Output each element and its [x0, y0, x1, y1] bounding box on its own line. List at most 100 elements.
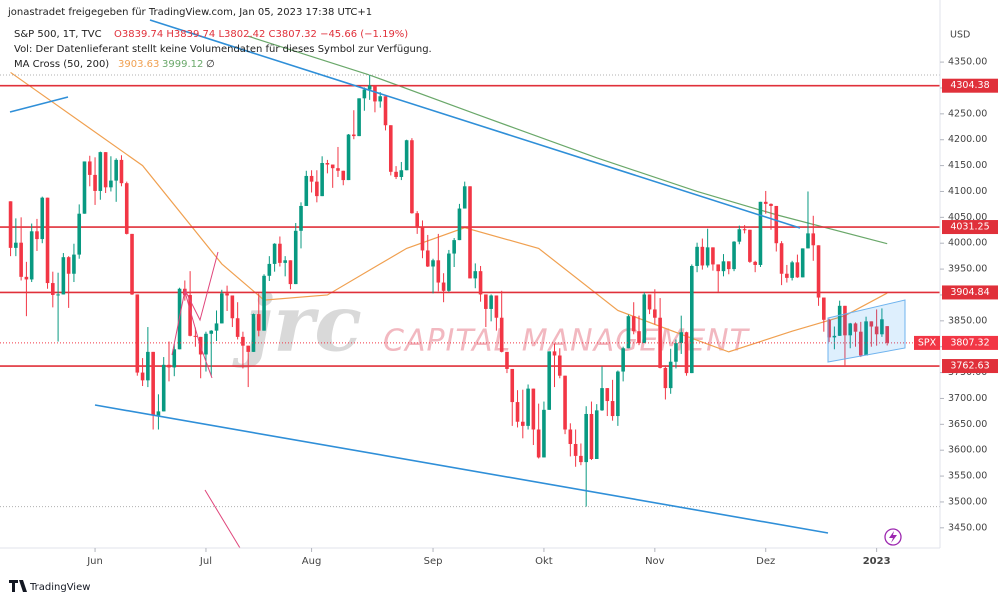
candle-body [230, 295, 235, 319]
candle-body [800, 248, 805, 278]
candle-body [219, 293, 224, 324]
candle-body [774, 205, 779, 244]
trend-line [9, 96, 69, 113]
candle-body [515, 402, 520, 422]
candle-body [668, 361, 673, 389]
candle-body [45, 197, 50, 284]
last-price: 3807.32 [950, 337, 989, 348]
candle-body [594, 410, 599, 459]
candle-body [605, 388, 610, 402]
x-tick-label: Sep [424, 556, 443, 567]
candle-body [737, 229, 742, 242]
candle-body [684, 332, 689, 374]
channel [827, 299, 906, 363]
candle-body [103, 152, 108, 188]
candle-body [447, 253, 451, 291]
candle-body [473, 271, 478, 279]
y-tick-label: 3650.00 [948, 419, 987, 430]
candle-body [72, 254, 76, 274]
x-tick-label: Dez [756, 556, 775, 567]
candle-body [452, 240, 456, 254]
candle-body [869, 321, 874, 327]
candle-body [610, 401, 615, 417]
candle-body [246, 345, 251, 352]
footer: TradingView [9, 580, 90, 593]
candle-body [732, 241, 736, 270]
last-price-box [942, 335, 998, 350]
alert-icon[interactable] [884, 528, 902, 546]
candle-body [689, 265, 694, 374]
candle-body [563, 375, 567, 430]
candle-body [674, 343, 678, 362]
candle-body [785, 273, 789, 278]
candle-body [848, 323, 853, 336]
candle-body [256, 314, 261, 331]
candle-body [315, 181, 319, 197]
candle-body [552, 351, 557, 356]
candle-body [716, 264, 721, 272]
candle-body [214, 323, 219, 331]
level-label: 3762.63 [950, 361, 989, 372]
candle-body [468, 186, 472, 279]
candle-body [742, 229, 747, 231]
candle-body [109, 180, 113, 188]
candle-body [87, 161, 92, 175]
level-label-box [942, 285, 998, 300]
candle-body [93, 174, 97, 191]
drawings [9, 19, 906, 549]
candle-body [299, 205, 303, 231]
candle-body [864, 321, 868, 356]
level-label: 3904.84 [950, 287, 989, 298]
y-tick-label: 4100.00 [948, 186, 987, 197]
trend-line [149, 19, 801, 229]
candle-body [637, 331, 641, 344]
candle-body [98, 152, 103, 191]
ma200-value: 3999.12 [162, 59, 203, 70]
candle-body [827, 319, 831, 338]
candle-body [304, 175, 309, 206]
candle-body [241, 336, 245, 346]
level-label-box [942, 359, 998, 374]
candle-body [167, 364, 171, 368]
candle-body [40, 197, 45, 240]
y-tick-label: 4050.00 [948, 212, 987, 223]
y-tick-label: 3850.00 [948, 315, 987, 326]
candle-body [806, 233, 810, 249]
candle-body [288, 260, 293, 285]
level-label: 4304.38 [950, 80, 989, 91]
candle-body [320, 163, 324, 197]
candle-body [352, 134, 356, 137]
level-label-box [942, 78, 998, 93]
symbol: S&P 500, 1T, TVC [14, 29, 102, 40]
candle-body [531, 388, 536, 430]
candle-body [695, 246, 699, 266]
candle-body [130, 233, 134, 295]
candle-body [795, 262, 800, 278]
candle-body [653, 309, 657, 318]
candle-body [66, 257, 71, 274]
candle-body [172, 349, 177, 368]
candle-body [647, 294, 652, 310]
candle-body [362, 89, 367, 99]
arrow [184, 291, 213, 379]
candle-body [394, 171, 398, 177]
trend-line [94, 404, 829, 534]
candle-body [14, 242, 18, 248]
candle-body [388, 125, 393, 172]
x-tick-label: 2023 [863, 556, 891, 567]
y-tick-label: 4150.00 [948, 160, 987, 171]
candle-body [51, 283, 55, 295]
candle-body [410, 140, 414, 214]
candle-body [278, 243, 282, 263]
candle-body [373, 85, 377, 102]
candle-body [837, 305, 842, 336]
candle-body [193, 335, 198, 337]
candle-body [663, 367, 668, 389]
candle-body [267, 263, 272, 276]
indicator-icon: ∅ [206, 59, 215, 70]
candle-body [478, 271, 483, 295]
candle-body [399, 170, 404, 177]
candle-body [82, 161, 87, 214]
ohlc: O3839.74 H3839.74 L3802.42 C3807.32 −45.… [114, 29, 408, 40]
